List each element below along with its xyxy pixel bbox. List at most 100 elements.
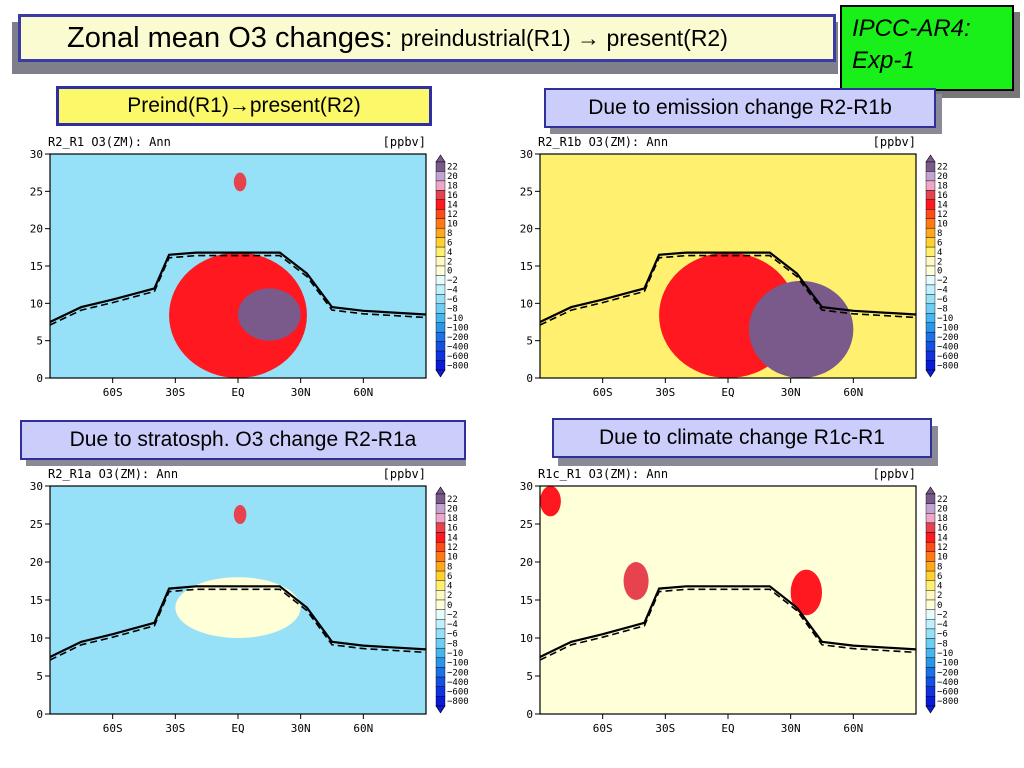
colorbar-label: −100 [447,659,468,669]
colorbar-swatch [925,541,936,553]
x-tick-label: 30N [291,386,311,399]
y-tick-label: 30 [30,148,43,161]
colorbar-label: −400 [447,678,468,688]
colorbar-swatch [435,227,446,238]
colorbar-swatch [435,284,446,295]
colorbar-label: 14 [937,201,948,211]
y-tick-label: 25 [30,518,43,531]
tropopause-line [539,585,917,658]
colorbar-swatch [435,322,446,333]
colorbar-swatch [925,493,936,504]
tropopause-dashed-line [539,588,917,661]
colorbar-swatch [435,265,446,276]
y-tick-label: 0 [526,372,533,385]
panel-units: [ppbv] [383,135,426,149]
colorbar-top-arrow [925,486,936,495]
badge-line1: IPCC-AR4: [852,15,971,42]
ipcc-badge: IPCC-AR4: Exp-1 [840,5,1014,91]
colorbar-label: −8 [937,305,948,315]
colorbar-swatch [925,522,936,533]
colorbar-label: −10 [937,649,953,659]
colorbar-swatch [925,609,936,620]
y-tick-label: 0 [526,708,533,721]
colorbar-swatch [435,218,446,229]
field-cell [238,288,301,341]
colorbar-top-arrow [435,486,446,495]
colorbar-label: 4 [447,248,452,258]
tropopause-dashed-line [49,588,427,661]
x-tick-label: 30S [655,722,675,735]
colorbar-swatch [435,561,446,572]
colorbar-swatch [435,628,446,639]
colorbar-label: 20 [937,504,948,514]
colorbar-label: 22 [447,163,458,173]
colorbar-swatch [435,237,446,248]
y-tick-label: 5 [36,335,43,348]
field-cell [50,154,426,289]
colorbar-swatch [925,599,936,610]
x-tick-label: 60N [843,386,863,399]
colorbar-bottom-arrow [435,705,446,714]
colorbar-label: −200 [447,668,468,678]
y-tick-label: 30 [520,148,533,161]
colorbar-swatch [925,237,936,248]
colorbar-label: −4 [447,286,458,296]
colorbar-swatch [435,599,446,610]
colorbar-label: −6 [447,630,458,640]
colorbar-label: 8 [447,562,452,572]
colorbar-swatch [925,171,936,182]
y-tick-label: 20 [30,556,43,569]
colorbar-swatch [925,331,936,342]
colorbar-label: 12 [937,210,948,220]
y-tick-label: 15 [30,260,43,273]
colorbar-swatch [925,657,936,668]
colorbar-swatch [925,161,936,172]
field-cell [748,280,854,378]
colorbar-bottom-arrow [435,369,446,378]
colorbar-swatch [925,350,936,361]
colorbar-swatch [435,180,446,191]
panel-header: R1c_R1 O3(ZM): Ann [538,467,668,481]
y-tick-label: 20 [520,223,533,236]
colorbar-label: 8 [937,562,942,572]
colorbar-label: −800 [937,361,959,371]
x-tick-label: EQ [231,722,244,735]
label-top-right: Due to emission change R2-R1b [544,88,936,128]
x-tick-label: 30S [165,722,185,735]
colorbar-label: 14 [447,533,458,543]
colorbar-label: −8 [937,639,948,649]
colorbar-swatch [435,493,446,504]
colorbar-label: 14 [447,201,458,211]
tropopause-line [539,251,917,323]
y-tick-label: 30 [30,480,43,493]
field-cell [175,577,301,638]
title-sub: preindustrial(R1) → present(R2) [400,24,728,51]
y-tick-label: 20 [520,556,533,569]
field-cell [540,154,916,289]
panel-header: R2_R1b O3(ZM): Ann [538,135,668,149]
colorbar-label: −100 [447,323,468,333]
colorbar-label: 0 [447,267,452,277]
label-top-left: Preind(R1)→present(R2) [56,86,432,126]
x-tick-label: EQ [231,386,244,399]
x-tick-label: 60N [843,722,863,735]
colorbar-label: 16 [447,191,458,201]
colorbar-swatch [435,503,446,514]
x-tick-label: 60N [353,386,373,399]
colorbar-label: 22 [937,495,948,505]
colorbar-top-arrow [925,154,936,163]
y-tick-label: 25 [30,185,43,198]
y-tick-label: 5 [526,670,533,683]
colorbar-swatch [435,551,446,562]
colorbar-label: 6 [447,238,452,248]
x-tick-label: 60S [593,386,613,399]
colorbar-swatch [435,667,446,678]
colorbar-swatch [435,570,446,581]
y-tick-label: 20 [30,223,43,236]
colorbar-label: 18 [937,182,948,192]
x-tick-label: 30N [781,386,801,399]
colorbar-swatch [435,360,446,371]
colorbar-swatch [925,561,936,572]
colorbar-swatch [925,246,936,257]
